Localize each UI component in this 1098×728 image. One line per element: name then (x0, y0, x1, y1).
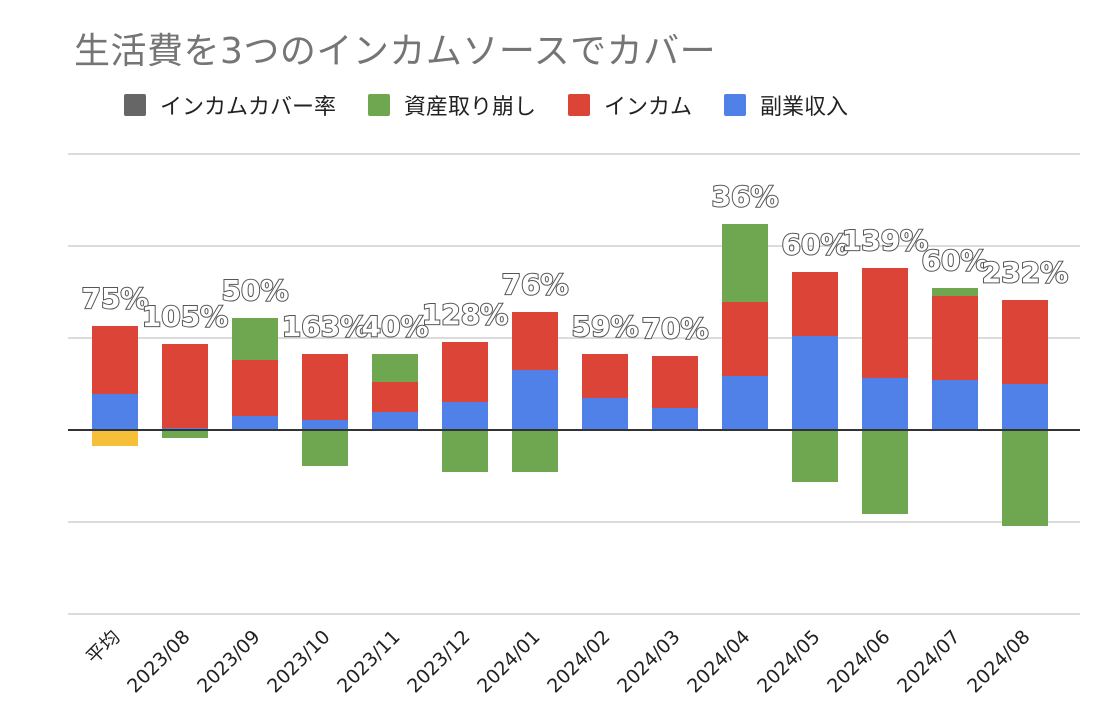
bar-segment (372, 412, 418, 430)
bar-segment (652, 356, 698, 408)
legend-swatch-coverage-rate (124, 94, 146, 116)
legend-label-coverage-rate: インカムカバー率 (160, 95, 337, 120)
legend-item-income[interactable]: インカム (568, 89, 692, 121)
x-tick-label: 2023/09 (193, 626, 264, 697)
data-label: 60% (921, 244, 988, 277)
bar-segment (302, 420, 348, 430)
data-label: 75% (81, 282, 148, 315)
x-tick-label: 2024/08 (963, 626, 1034, 697)
legend-item-side-income[interactable]: 副業収入 (724, 89, 848, 121)
legend-label-side-income: 副業収入 (760, 95, 849, 120)
bar-segment (722, 224, 768, 302)
legend-swatch-side-income (724, 94, 747, 116)
data-label: 59% (571, 310, 638, 343)
bar-segment (512, 370, 558, 430)
legend-label-income: インカム (604, 95, 693, 120)
bar-segment (792, 430, 838, 482)
bar-segment (862, 268, 908, 378)
bar-segment (162, 430, 208, 438)
bar-segment (652, 408, 698, 430)
x-tick-label: 2024/03 (613, 626, 684, 697)
bar-segment (442, 402, 488, 430)
bar-segment (442, 430, 488, 472)
x-tick-label: 2024/02 (543, 626, 614, 697)
legend-label-asset-drawdown: 資産取り崩し (404, 95, 537, 120)
data-label: 40% (361, 310, 428, 343)
x-tick-label: 平均 (82, 626, 124, 668)
bar-segment (722, 302, 768, 376)
bar-segment (792, 272, 838, 336)
bar-segment (372, 354, 418, 382)
bar-segment (932, 296, 978, 380)
x-tick-label: 2024/06 (823, 626, 894, 697)
data-label: 50% (221, 274, 288, 307)
x-tick-label: 2023/12 (403, 626, 474, 697)
bar-segment (162, 344, 208, 428)
bar-segment (512, 312, 558, 370)
bar-segment-extra (92, 430, 138, 446)
bar-segment (582, 354, 628, 398)
bar-segment (92, 394, 138, 430)
chart-title: 生活費を3つのインカムソースでカバー (74, 31, 717, 72)
legend-swatch-asset-drawdown (368, 94, 391, 116)
bar-segment (302, 354, 348, 420)
bar-segment (932, 380, 978, 430)
bar-segment (302, 430, 348, 466)
legend-item-coverage-rate[interactable]: インカムカバー率 (124, 89, 336, 121)
bar-segment (582, 398, 628, 430)
x-tick-label: 2024/07 (893, 626, 964, 697)
bar-segment (232, 318, 278, 360)
bar-segment (792, 336, 838, 430)
bar-segment (862, 378, 908, 430)
x-tick-label: 2023/11 (333, 626, 404, 697)
bar-segment (1002, 430, 1048, 526)
bar-segment (232, 416, 278, 430)
legend-swatch-income (568, 94, 591, 116)
bar-segment (1002, 384, 1048, 430)
bar-segment (92, 326, 138, 394)
bar-segment (722, 376, 768, 430)
data-label: 163% (282, 310, 369, 343)
x-tick-label: 2024/01 (473, 626, 544, 697)
data-label: 128% (422, 298, 509, 331)
bar-segment (862, 430, 908, 514)
bar-segment (932, 288, 978, 296)
x-tick-label: 2024/04 (683, 626, 754, 697)
bar-segment (372, 382, 418, 412)
x-tick-label: 2023/08 (123, 626, 194, 697)
chart-legend: インカムカバー率 資産取り崩し インカム 副業収入 (124, 88, 880, 122)
bar-segment (512, 430, 558, 472)
bar-segment (442, 342, 488, 402)
data-label: 139% (842, 224, 929, 257)
data-label: 232% (982, 256, 1069, 289)
data-label: 36% (711, 180, 778, 213)
x-tick-label: 2024/05 (753, 626, 824, 697)
legend-item-asset-drawdown[interactable]: 資産取り崩し (368, 89, 536, 121)
bar-segment (1002, 300, 1048, 384)
data-label: 60% (781, 228, 848, 261)
data-label: 76% (501, 268, 568, 301)
x-tick-label: 2023/10 (263, 626, 334, 697)
data-label: 70% (641, 312, 708, 345)
data-label: 105% (142, 300, 229, 333)
bar-segment (232, 360, 278, 416)
